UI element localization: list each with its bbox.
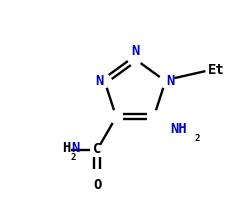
Text: 2: 2: [70, 153, 75, 162]
Text: NH: NH: [169, 122, 186, 136]
Text: Et: Et: [207, 63, 223, 77]
Text: N: N: [71, 141, 79, 155]
Text: C: C: [93, 142, 101, 156]
Text: H: H: [61, 141, 70, 155]
Text: 2: 2: [194, 134, 199, 143]
Text: N: N: [166, 74, 174, 88]
Text: N: N: [95, 74, 103, 88]
Text: O: O: [93, 178, 101, 192]
Text: N: N: [130, 44, 139, 58]
